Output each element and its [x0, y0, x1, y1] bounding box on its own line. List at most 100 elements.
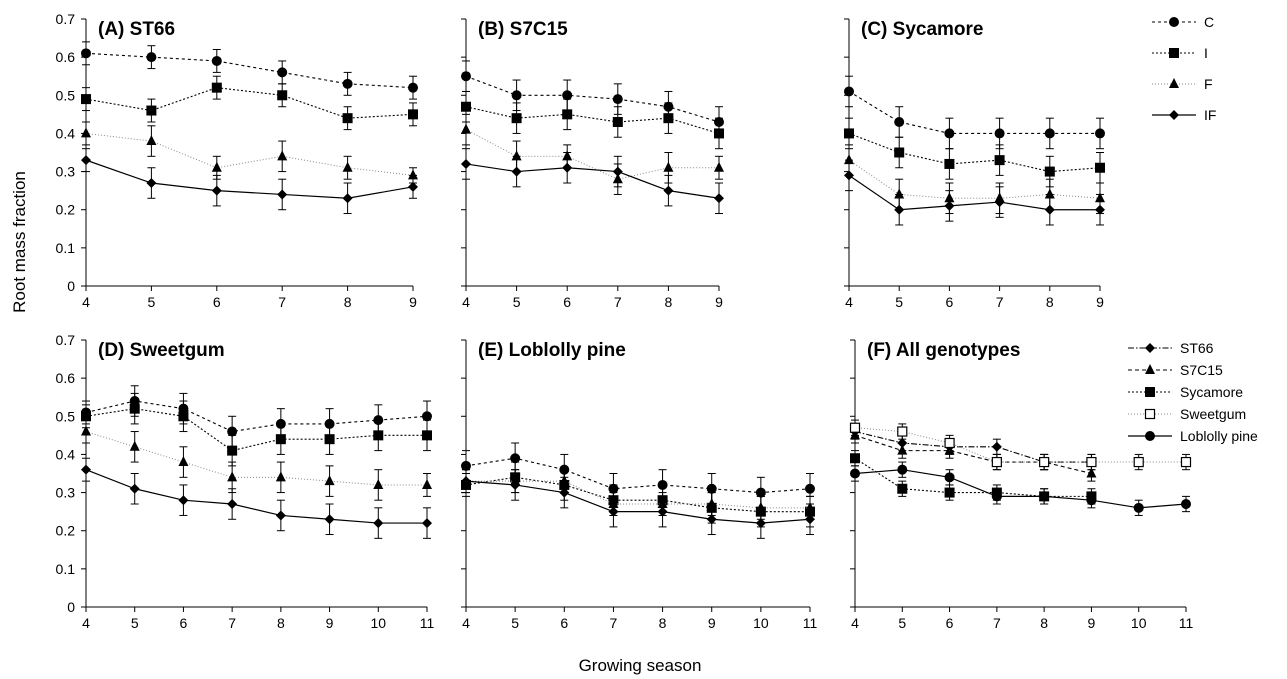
data-point	[81, 411, 91, 422]
panel-e-loblolly-pine: 4 5 6 7 8 9 10 11 (E) Loblolly pine	[461, 339, 818, 631]
y-tick-label: 0.3	[56, 485, 76, 501]
data-point	[227, 426, 238, 437]
legend-marker	[1145, 343, 1155, 353]
series-f	[81, 121, 418, 184]
series-line	[848, 132, 1101, 173]
series-i	[81, 392, 432, 467]
x-tick-label: 5	[513, 294, 521, 310]
x-tick-label: 7	[228, 615, 236, 631]
data-point	[277, 90, 288, 101]
legend-item-if: IF	[1152, 107, 1216, 123]
legend-item-f: F	[1152, 76, 1213, 92]
x-tick-label: 9	[326, 615, 334, 631]
data-point	[1039, 491, 1050, 502]
y-tick-label: 0.3	[56, 164, 76, 180]
x-tick-label: 5	[511, 615, 519, 631]
series-line	[85, 52, 414, 89]
data-point	[81, 425, 91, 436]
data-point	[994, 155, 1005, 166]
data-point	[897, 426, 908, 437]
data-point	[714, 128, 724, 139]
data-point	[755, 518, 766, 529]
series-line	[85, 159, 414, 199]
legend-item-sweetgum: Sweetgum	[1128, 406, 1246, 422]
data-point	[422, 430, 432, 441]
panel-title: (A) ST66	[98, 19, 175, 40]
series-sycamore	[850, 450, 1097, 505]
series-s7c15	[850, 427, 1097, 482]
y-tick-label: 0.2	[56, 523, 76, 539]
legend-marker	[1169, 48, 1179, 58]
data-point	[373, 518, 384, 529]
series-line	[848, 159, 1101, 199]
y-tick-label: 0.1	[56, 561, 76, 577]
data-point	[211, 161, 222, 172]
series-c	[461, 60, 724, 138]
x-tick-label: 11	[803, 615, 818, 631]
data-point	[275, 510, 286, 521]
series-line	[85, 87, 414, 119]
data-point	[755, 501, 766, 512]
y-tick-label: 0.7	[56, 11, 76, 27]
panel-title: (E) Loblolly pine	[478, 340, 626, 361]
data-point	[1181, 499, 1191, 510]
data-point	[894, 188, 905, 199]
data-point	[714, 161, 724, 172]
x-tick-label: 4	[82, 294, 90, 310]
data-point	[510, 479, 521, 490]
data-point	[844, 128, 854, 139]
legend-marker	[1144, 408, 1156, 420]
legend-marker	[1169, 110, 1179, 120]
data-point	[461, 158, 471, 169]
data-point	[461, 71, 471, 82]
x-tick-label: 8	[1040, 615, 1048, 631]
data-point	[146, 105, 157, 116]
data-point	[994, 197, 1005, 208]
data-point	[562, 162, 573, 173]
series-st66	[850, 423, 1097, 471]
data-point	[211, 82, 222, 93]
x-tick-label: 10	[753, 615, 769, 631]
series-f	[81, 419, 432, 501]
series-line	[848, 91, 1100, 134]
data-point	[706, 498, 717, 509]
data-point	[805, 483, 815, 494]
data-point	[994, 128, 1005, 139]
data-point	[1095, 204, 1105, 215]
data-point	[805, 514, 815, 525]
x-tick-label: 7	[996, 294, 1004, 310]
legend-marker	[1145, 387, 1155, 397]
data-point	[81, 464, 91, 475]
panel-a-st66: 0 0.1 0.2 0.3 0.4 0.5 0.6 0.7 4 5 6 7 8 9 (A) ST66	[56, 11, 418, 310]
series-if	[81, 457, 432, 539]
data-point	[663, 113, 674, 124]
series-if	[81, 148, 418, 215]
y-tick-label: 0.5	[56, 408, 76, 424]
legend-marker	[1169, 17, 1179, 27]
panel-title: (F) All genotypes	[867, 340, 1020, 361]
data-point	[850, 453, 860, 464]
data-point	[706, 514, 717, 525]
x-tick-label: 6	[213, 294, 221, 310]
data-point	[1039, 456, 1050, 468]
x-tick-label: 5	[898, 615, 906, 631]
data-point	[461, 123, 471, 134]
series-line	[465, 480, 811, 524]
x-tick-label: 5	[895, 294, 903, 310]
data-point	[227, 445, 238, 456]
data-point	[275, 471, 286, 482]
series-if	[461, 148, 724, 215]
series-line	[85, 132, 414, 176]
x-tick-label: 8	[665, 294, 673, 310]
data-point	[324, 514, 335, 525]
y-tick-label: 0	[67, 599, 75, 615]
series-f	[461, 113, 724, 195]
data-point	[422, 411, 432, 422]
data-point	[178, 456, 189, 467]
x-tick-label: 8	[1046, 294, 1054, 310]
data-point	[408, 82, 418, 93]
series-i	[461, 90, 724, 150]
data-point	[211, 55, 222, 66]
